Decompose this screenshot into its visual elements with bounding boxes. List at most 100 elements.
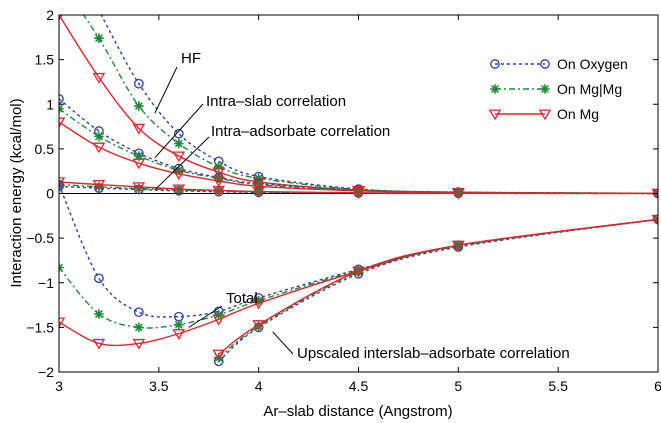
data-point-mg xyxy=(451,188,465,200)
series-layer xyxy=(59,15,658,367)
data-point-mgmg xyxy=(94,309,104,319)
data-point-oxygen xyxy=(97,15,101,16)
annotation-intra-slab-correlation: Intra–slab correlation xyxy=(154,93,346,159)
legend-entry-mgmg: On Mg|Mg xyxy=(490,81,622,97)
x-tick-label: 3 xyxy=(55,378,63,394)
data-point-mgmg xyxy=(134,322,144,333)
annotation-leader-line xyxy=(154,136,210,191)
data-point-mgmg xyxy=(134,101,144,111)
annotation-upscaled-interslab-adsorbate-correlation: Upscaled interslab–adsorbate correlation xyxy=(272,331,570,362)
data-point-mg xyxy=(59,117,66,129)
y-tick-label: 1.5 xyxy=(35,52,55,68)
data-point-mg xyxy=(352,188,365,200)
data-point-mgmg xyxy=(213,173,224,184)
legend: On Oxygen On Mg|Mg On Mg xyxy=(488,56,628,122)
data-point-oxygen xyxy=(134,78,144,89)
tick-layer: 3 3.5 4 4.5 5 5.5 6 −2 −1.5 −1 −0.5 0 0.5 1 1.5 2 xyxy=(26,7,661,394)
data-point-mgmg xyxy=(353,267,364,277)
series-line-mg xyxy=(218,218,658,355)
data-point-mg xyxy=(651,214,658,226)
y-tick-label: −1.5 xyxy=(26,319,54,335)
annotation-leader-line xyxy=(154,103,204,159)
annotation-label: Intra–slab correlation xyxy=(206,93,346,110)
series-line-oxygen xyxy=(59,184,658,318)
y-tick-label: 2 xyxy=(46,7,54,23)
group-intra-adsorbate-correlation xyxy=(59,177,658,200)
x-tick-label: 3.5 xyxy=(149,378,169,394)
data-point-mg xyxy=(212,167,226,179)
series-line-mg xyxy=(59,181,658,195)
data-point-mgmg xyxy=(134,183,144,194)
data-point-mg xyxy=(252,320,266,331)
y-axis-label: Interaction energy (kcal/mol) xyxy=(8,98,25,287)
data-point-oxygen xyxy=(134,307,144,318)
legend-entry-mg: On Mg xyxy=(488,106,599,122)
annotation-label: Total xyxy=(226,290,258,307)
legend-label: On Oxygen xyxy=(557,56,628,72)
y-tick-label: 0 xyxy=(46,186,54,202)
data-point-mg xyxy=(451,240,465,252)
x-tick-label: 6 xyxy=(654,378,661,394)
data-point-mg xyxy=(252,186,266,198)
annotation-label: Upscaled interslab–adsorbate correlation xyxy=(297,345,570,362)
data-point-mg xyxy=(92,338,106,350)
data-point-mg xyxy=(132,123,146,135)
y-tick-label: −2 xyxy=(38,364,54,380)
data-point-mg xyxy=(212,314,226,326)
data-point-oxygen xyxy=(94,273,104,284)
x-tick-label: 4.5 xyxy=(349,378,369,394)
annotation-intra-adsorbate-correlation: Intra–adsorbate correlation xyxy=(154,123,390,191)
y-tick-label: −1 xyxy=(38,275,54,291)
data-point-mg xyxy=(59,317,66,329)
data-point-mgmg xyxy=(213,186,224,196)
data-point-mg xyxy=(651,188,658,200)
legend-marker xyxy=(540,59,550,69)
data-point-mg xyxy=(172,169,186,181)
x-axis-label: Ar–slab distance (Angstrom) xyxy=(263,403,452,420)
data-point-mg xyxy=(252,181,266,193)
legend-entry-oxygen: On Oxygen xyxy=(490,56,628,72)
data-point-mgmg xyxy=(253,179,264,190)
data-point-mgmg xyxy=(174,138,184,149)
data-point-mg xyxy=(352,266,365,278)
group-upscaled-interslab-adsorbate-correlation xyxy=(212,214,658,367)
annotation-label: Intra–adsorbate correlation xyxy=(211,123,390,140)
data-point-mg xyxy=(252,298,266,310)
data-point-mgmg xyxy=(253,295,264,306)
data-point-oxygen xyxy=(173,128,184,139)
x-tick-label: 5.5 xyxy=(548,378,568,394)
data-point-oxygen xyxy=(59,179,64,190)
annotation-leader-line xyxy=(272,331,294,355)
data-point-mg xyxy=(172,329,186,340)
data-point-mgmg xyxy=(174,319,184,330)
y-tick-label: 1 xyxy=(46,96,54,112)
annotation-layer: HF Intra–slab correlation Intra–adsorbate … xyxy=(154,50,570,362)
annotation-total: Total xyxy=(188,290,258,328)
data-point-oxygen xyxy=(59,94,64,104)
y-tick-label: 0.5 xyxy=(35,141,55,157)
data-point-mg xyxy=(212,176,226,188)
data-point-mg xyxy=(59,177,66,189)
legend-marker xyxy=(490,84,500,94)
series-line-mgmg xyxy=(59,218,658,329)
legend-marker xyxy=(488,109,502,121)
data-point-mg xyxy=(59,15,63,22)
annotation-label: HF xyxy=(181,50,201,67)
series-line-mgmg xyxy=(82,15,658,195)
data-point-mgmg xyxy=(253,321,264,332)
annotation-hf: HF xyxy=(154,50,201,114)
legend-marker xyxy=(538,109,552,121)
data-point-mgmg xyxy=(213,352,224,363)
data-point-mg xyxy=(212,185,226,197)
data-point-mgmg xyxy=(453,241,464,251)
data-point-mgmg xyxy=(134,151,144,161)
data-point-mg xyxy=(172,151,186,163)
data-point-mg xyxy=(92,142,106,154)
data-point-mg xyxy=(212,349,226,361)
data-point-mg xyxy=(132,158,146,170)
legend-marker xyxy=(490,59,500,69)
x-tick-label: 4 xyxy=(255,378,263,394)
data-point-mg xyxy=(132,338,146,350)
data-point-mgmg xyxy=(94,33,104,43)
